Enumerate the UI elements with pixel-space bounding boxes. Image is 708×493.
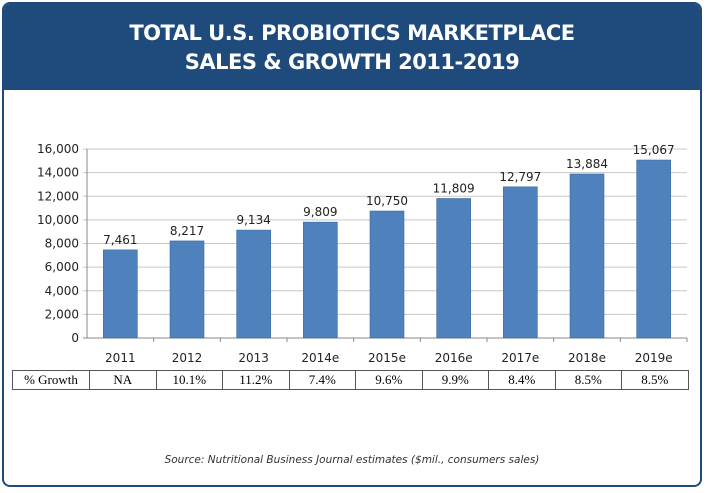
bar bbox=[303, 221, 338, 339]
data-label: 10,750 bbox=[366, 194, 408, 208]
x-tick-label: 2012 bbox=[172, 351, 203, 365]
growth-row: % Growth NA 10.1% 11.2% 7.4% 9.6% 9.9% 8.4% 8.5… bbox=[12, 370, 689, 390]
bar bbox=[436, 198, 471, 339]
bar bbox=[569, 173, 605, 339]
bar bbox=[236, 229, 271, 339]
data-label: 7,461 bbox=[103, 233, 137, 247]
y-tick-label: 16,000 bbox=[37, 142, 79, 156]
bar bbox=[636, 159, 671, 339]
growth-cell: 9.9% bbox=[421, 370, 489, 390]
data-label: 13,884 bbox=[566, 157, 608, 171]
bar bbox=[369, 210, 405, 339]
x-tick-label: 2015e bbox=[368, 351, 406, 365]
data-label: 9,134 bbox=[236, 213, 270, 227]
data-label: 11,809 bbox=[433, 182, 475, 196]
y-tick-label: 10,000 bbox=[37, 213, 79, 227]
title-line-2: SALES & GROWTH 2011-2019 bbox=[184, 50, 520, 74]
y-tick-label: 8,000 bbox=[45, 237, 79, 251]
growth-label: % Growth bbox=[12, 370, 90, 390]
bar-chart: 0 2,000 4,000 6,000 8,000 10,000 12,000 14,000 1… bbox=[37, 142, 688, 365]
x-tick-label: 2019e bbox=[635, 351, 673, 365]
x-tick-label: 2017e bbox=[501, 351, 539, 365]
y-tick-label: 6,000 bbox=[45, 260, 79, 274]
data-label: 9,809 bbox=[303, 205, 337, 219]
data-label: 8,217 bbox=[170, 224, 204, 238]
bar bbox=[103, 249, 138, 339]
growth-cell: 8.4% bbox=[488, 370, 556, 390]
growth-cell: 8.5% bbox=[621, 370, 689, 390]
growth-cell: 11.2% bbox=[222, 370, 290, 390]
growth-cell: 8.5% bbox=[554, 370, 622, 390]
bar bbox=[169, 240, 205, 339]
data-label: 12,797 bbox=[499, 170, 541, 184]
x-tick-label: 2018e bbox=[568, 351, 606, 365]
source-note: Source: Nutritional Business Journal est… bbox=[164, 454, 540, 466]
chart-frame: TOTAL U.S. PROBIOTICS MARKETPLACE SALES … bbox=[2, 2, 702, 487]
growth-cell: 10.1% bbox=[155, 370, 223, 390]
y-tick-label: 4,000 bbox=[45, 284, 79, 298]
growth-cell: 9.6% bbox=[355, 370, 423, 390]
x-tick-label: 2013 bbox=[238, 351, 269, 365]
x-tick-label: 2016e bbox=[435, 351, 473, 365]
chart-title: TOTAL U.S. PROBIOTICS MARKETPLACE SALES … bbox=[4, 4, 700, 90]
x-tick-label: 2011 bbox=[105, 351, 136, 365]
y-tick-label: 14,000 bbox=[37, 166, 79, 180]
growth-cell: 7.4% bbox=[288, 370, 356, 390]
title-line-1: TOTAL U.S. PROBIOTICS MARKETPLACE bbox=[129, 21, 575, 45]
y-tick-label: 2,000 bbox=[45, 307, 79, 321]
growth-cell: NA bbox=[89, 370, 157, 390]
growth-table: % Growth NA 10.1% 11.2% 7.4% 9.6% 9.9% 8.4% 8.5… bbox=[12, 370, 689, 390]
data-label: 15,067 bbox=[633, 143, 675, 157]
y-tick-label: 0 bbox=[71, 331, 79, 345]
bar bbox=[503, 186, 538, 339]
x-tick-label: 2014e bbox=[301, 351, 339, 365]
y-tick-label: 12,000 bbox=[37, 189, 79, 203]
